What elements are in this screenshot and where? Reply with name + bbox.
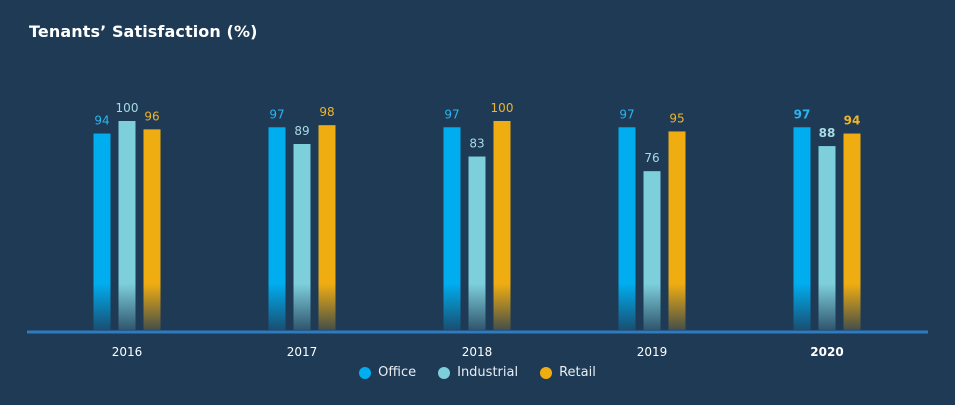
bar-office-2018 [443, 127, 461, 331]
data-label-retail-2018: 100 [491, 101, 514, 115]
data-label-retail-2020: 94 [844, 114, 861, 128]
bar-industrial-2017 [293, 143, 311, 330]
chart-title: Tenants’ Satisfaction (%) [29, 22, 258, 41]
bar-retail-2016 [143, 129, 161, 330]
data-label-industrial-2020: 88 [819, 126, 836, 140]
data-label-retail-2016: 96 [144, 109, 159, 123]
bar-office-2016 [93, 133, 111, 330]
legend-item-office: Office [359, 365, 416, 380]
bar-office-2017 [268, 127, 286, 331]
legend-dot-icon [438, 366, 451, 379]
data-label-industrial-2017: 89 [294, 124, 309, 138]
bar-retail-2019 [668, 131, 686, 330]
bar-office-2019 [618, 127, 636, 331]
bar-industrial-2019 [643, 171, 661, 330]
legend-dot-icon [540, 366, 553, 379]
x-tick-label-2019: 2019 [637, 345, 668, 359]
x-tick-label-2017: 2017 [287, 345, 318, 359]
bar-industrial-2020 [818, 146, 836, 330]
x-tick-label-2018: 2018 [462, 345, 493, 359]
data-label-industrial-2018: 83 [469, 137, 484, 151]
x-tick-label-2016: 2016 [112, 345, 143, 359]
legend-label: Industrial [457, 365, 519, 380]
legend-label: Office [378, 365, 417, 380]
legend-label: Retail [559, 365, 596, 380]
data-label-retail-2019: 95 [669, 111, 684, 125]
bar-retail-2020 [843, 133, 861, 330]
legend-item-retail: Retail [540, 365, 596, 380]
bar-industrial-2016 [118, 121, 136, 330]
x-tick-label-2020: 2020 [810, 345, 843, 359]
data-label-office-2020: 97 [794, 107, 811, 121]
data-label-office-2016: 94 [94, 114, 109, 128]
bar-industrial-2018 [468, 156, 486, 330]
data-label-industrial-2019: 76 [644, 151, 659, 165]
data-label-retail-2017: 98 [319, 105, 334, 119]
bar-office-2020 [793, 127, 811, 331]
data-label-office-2019: 97 [619, 107, 634, 121]
legend-dot-icon [359, 366, 372, 379]
legend-item-industrial: Industrial [438, 365, 518, 380]
bar-retail-2018 [493, 121, 511, 330]
legend: Office Industrial Retail [0, 365, 955, 380]
data-label-office-2017: 97 [269, 107, 284, 121]
bar-retail-2017 [318, 125, 336, 331]
data-label-industrial-2016: 100 [116, 101, 139, 115]
data-label-office-2018: 97 [444, 107, 459, 121]
